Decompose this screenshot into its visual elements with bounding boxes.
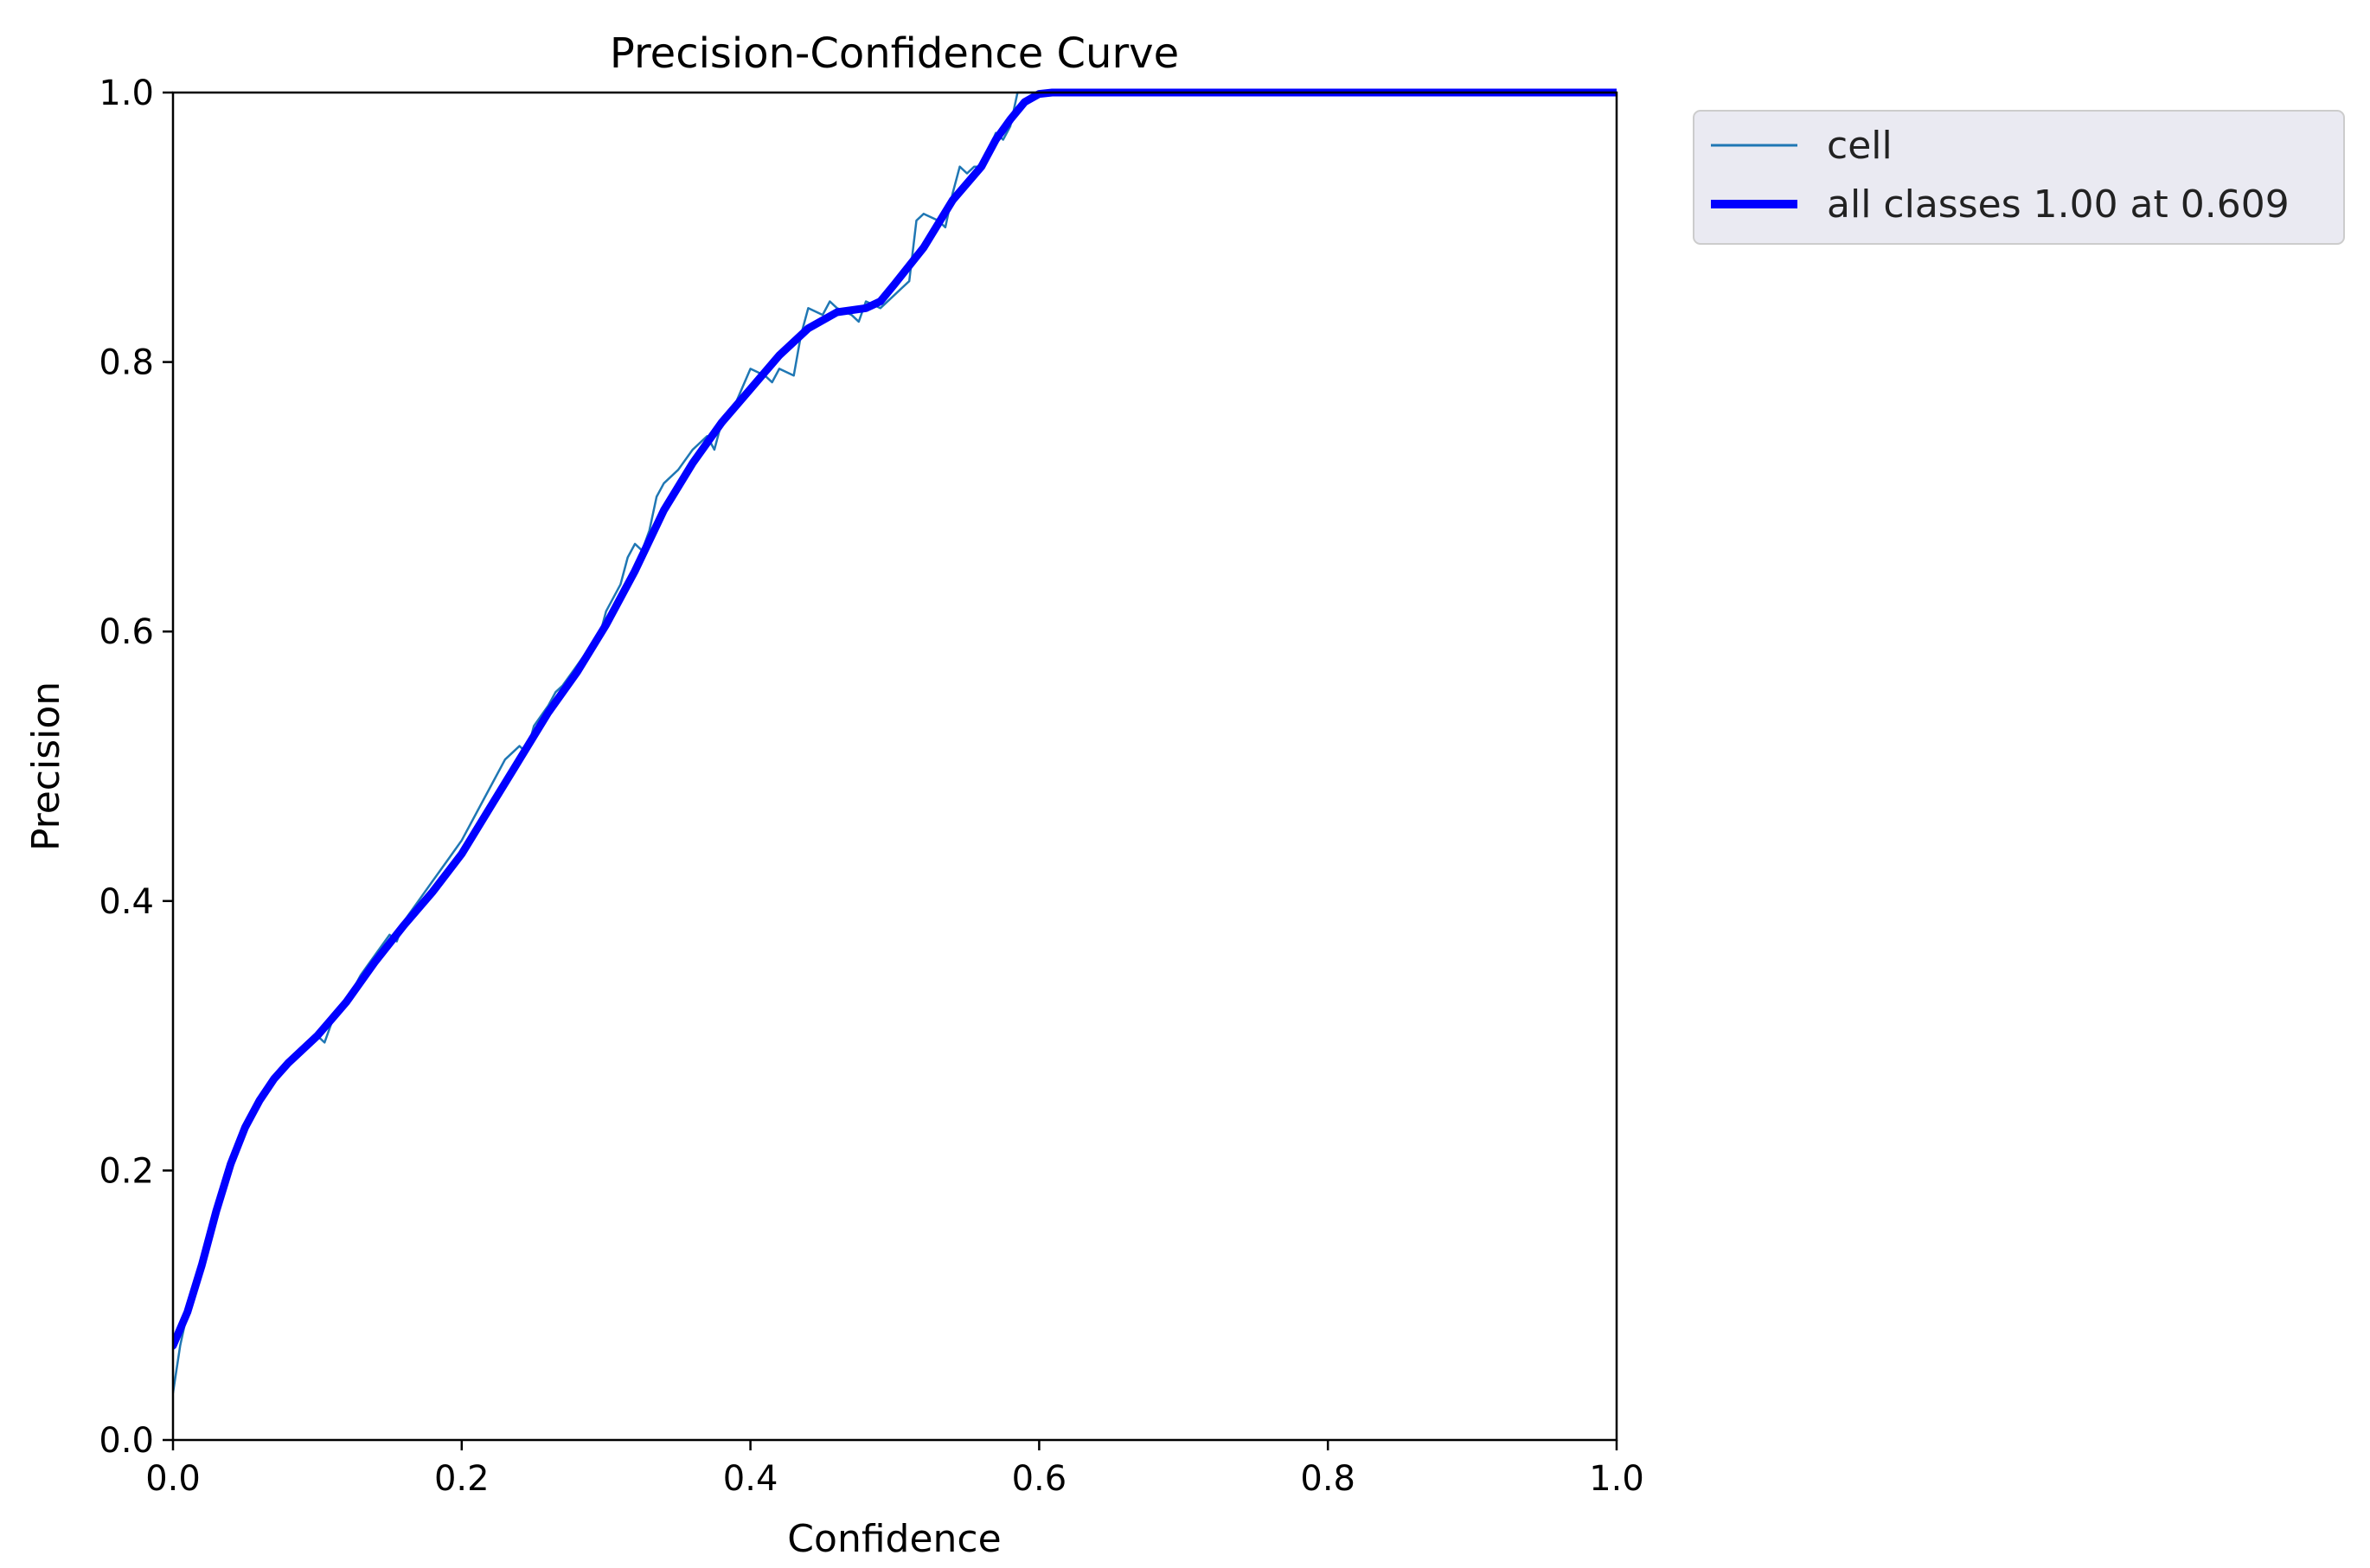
x-axis-label: Confidence	[787, 1517, 1001, 1561]
x-tick-label: 1.0	[1589, 1459, 1644, 1499]
axes-frame	[171, 91, 1618, 1442]
y-tick-label: 0.2	[99, 1151, 154, 1191]
y-axis-label: Precision	[24, 682, 68, 851]
x-tick-label: 0.8	[1300, 1459, 1355, 1499]
legend-box	[1693, 110, 2345, 245]
legend-label-cell: cell	[1827, 124, 1893, 168]
y-tick-label: 0.8	[99, 343, 154, 383]
legend: cell all classes 1.00 at 0.609	[1693, 110, 2345, 245]
series-group	[173, 88, 1617, 1394]
x-tick-label: 0.0	[145, 1459, 201, 1499]
x-tick-label: 0.4	[723, 1459, 778, 1499]
y-tick-label: 0.4	[99, 882, 154, 922]
x-tick-label: 0.2	[434, 1459, 490, 1499]
series-line-all-classes	[173, 88, 1617, 1350]
y-axis-ticks: 0.0 0.2 0.4 0.6 0.8 1.0	[99, 74, 173, 1461]
x-axis-ticks: 0.0 0.2 0.4 0.6 0.8 1.0	[145, 1440, 1644, 1499]
chart-title: Precision-Confidence Curve	[610, 29, 1179, 78]
y-tick-label: 0.0	[99, 1421, 154, 1461]
y-tick-label: 0.6	[99, 612, 154, 652]
y-tick-label: 1.0	[99, 74, 154, 113]
legend-label-all-classes: all classes 1.00 at 0.609	[1827, 182, 2290, 227]
x-tick-label: 0.6	[1012, 1459, 1067, 1499]
plot-area: 0.0 0.2 0.4 0.6 0.8 1.0 0.0 0.2 0.4 0.6 0.8 1.0	[99, 74, 1643, 1499]
